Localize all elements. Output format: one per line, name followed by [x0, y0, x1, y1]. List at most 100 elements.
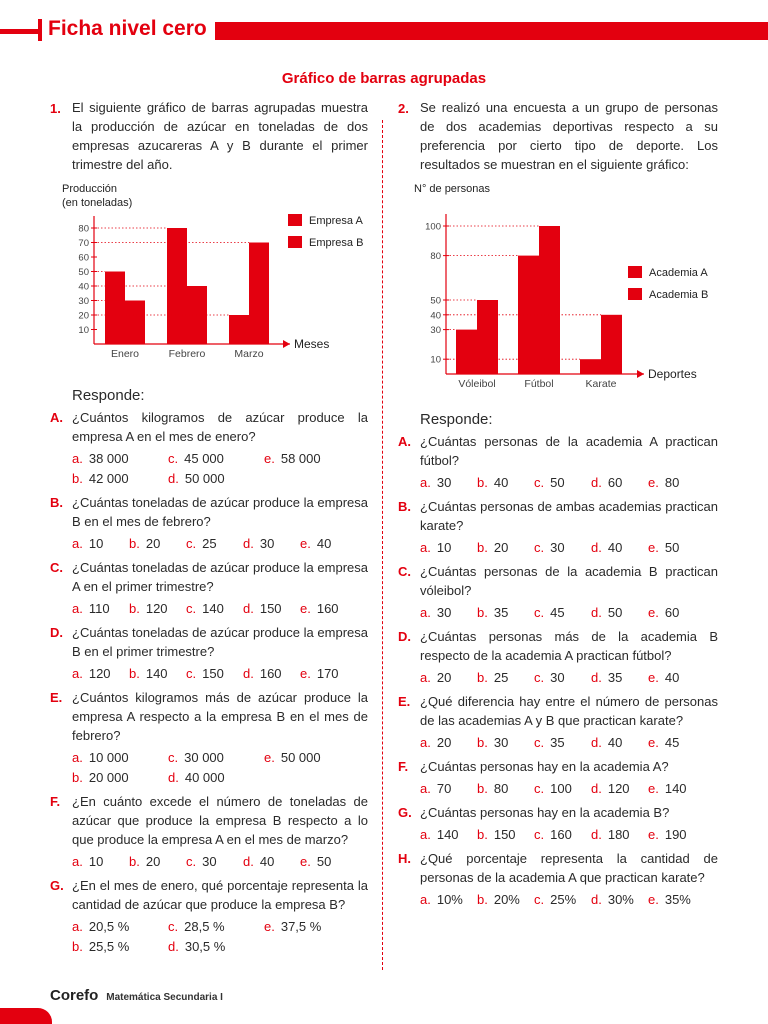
option-value: 20% — [493, 892, 520, 907]
answer-option[interactable]: b. 140 — [129, 664, 186, 684]
item-question: ¿Cuántas personas de la academia B pract… — [420, 564, 718, 598]
answer-option[interactable]: d. 50 000 — [168, 469, 264, 489]
option-letter: a. — [72, 750, 83, 765]
answer-option[interactable]: c. 150 — [186, 664, 243, 684]
answer-option[interactable]: c. 160 — [534, 825, 591, 845]
answer-option[interactable]: e. 140 — [648, 779, 705, 799]
answer-option[interactable]: e. 45 — [648, 733, 705, 753]
answer-option[interactable]: c. 30 — [534, 668, 591, 688]
answer-option[interactable]: e. 35% — [648, 890, 705, 910]
answer-option[interactable]: a. 110 — [72, 599, 129, 619]
option-value: 60 — [607, 475, 623, 490]
bar-b — [249, 242, 269, 344]
option-value: 30 — [259, 536, 275, 551]
answer-option[interactable]: a. 70 — [420, 779, 477, 799]
answer-option[interactable]: e. 50 — [648, 538, 705, 558]
answer-option[interactable]: c. 45 — [534, 603, 591, 623]
answer-option[interactable]: d. 160 — [243, 664, 300, 684]
answer-option[interactable]: e. 160 — [300, 599, 357, 619]
answer-option[interactable]: a. 10 — [72, 534, 129, 554]
option-value: 40 — [664, 670, 680, 685]
answer-option[interactable]: d. 40 — [591, 733, 648, 753]
header-red-block — [204, 22, 768, 40]
answer-option[interactable]: d. 180 — [591, 825, 648, 845]
answer-option[interactable]: b. 35 — [477, 603, 534, 623]
option-value: 45 000 — [184, 451, 224, 466]
answer-option[interactable]: d. 40 000 — [168, 768, 264, 788]
answer-option[interactable]: e. 58 000 — [264, 449, 360, 469]
answer-option[interactable]: b. 42 000 — [72, 469, 168, 489]
answer-option[interactable]: a. 10 000 — [72, 748, 168, 768]
answer-option[interactable]: d. 40 — [243, 852, 300, 872]
answer-option[interactable]: e. 190 — [648, 825, 705, 845]
answer-option[interactable]: c. 45 000 — [168, 449, 264, 469]
answer-option[interactable]: d. 35 — [591, 668, 648, 688]
answer-option[interactable]: c. 30 — [186, 852, 243, 872]
answer-option[interactable]: b. 150 — [477, 825, 534, 845]
item-letter: F. — [50, 794, 61, 809]
answer-option[interactable]: a. 120 — [72, 664, 129, 684]
answer-option[interactable]: e. 40 — [648, 668, 705, 688]
answer-option[interactable]: b. 20 000 — [72, 768, 168, 788]
item-options: a. 20 b. 30 c. 35 d. 40 e. 45 — [420, 733, 718, 753]
option-letter: a. — [420, 827, 431, 842]
bar-a — [580, 359, 601, 374]
option-letter: d. — [591, 475, 602, 490]
answer-option[interactable]: e. 80 — [648, 473, 705, 493]
answer-option[interactable]: b. 20 — [129, 534, 186, 554]
answer-option[interactable]: c. 30 000 — [168, 748, 264, 768]
answer-option[interactable]: c. 30 — [534, 538, 591, 558]
answer-option[interactable]: b. 30 — [477, 733, 534, 753]
option-value: 45 — [550, 605, 565, 620]
answer-option[interactable]: d. 30,5 % — [168, 937, 264, 957]
answer-option[interactable]: c. 25% — [534, 890, 591, 910]
answer-option[interactable]: a. 38 000 — [72, 449, 168, 469]
answer-option[interactable]: c. 25 — [186, 534, 243, 554]
legend-entry: Academia A — [649, 267, 708, 279]
answer-option[interactable]: b. 25 — [477, 668, 534, 688]
answer-option[interactable]: d. 60 — [591, 473, 648, 493]
answer-option[interactable]: d. 30% — [591, 890, 648, 910]
answer-option[interactable]: d. 50 — [591, 603, 648, 623]
answer-option[interactable]: a. 30 — [420, 473, 477, 493]
answer-option[interactable]: e. 170 — [300, 664, 357, 684]
answer-option[interactable]: a. 140 — [420, 825, 477, 845]
q1-item: D. ¿Cuántas toneladas de azúcar produce l… — [50, 623, 368, 684]
answer-option[interactable]: a. 10 — [72, 852, 129, 872]
answer-option[interactable]: c. 50 — [534, 473, 591, 493]
answer-option[interactable]: b. 20 — [129, 852, 186, 872]
answer-option[interactable]: d. 40 — [591, 538, 648, 558]
q1-item: G. ¿En el mes de enero, qué porcentaje re… — [50, 876, 368, 957]
answer-option[interactable]: d. 30 — [243, 534, 300, 554]
answer-option[interactable]: b. 20% — [477, 890, 534, 910]
answer-option[interactable]: d. 120 — [591, 779, 648, 799]
answer-option[interactable]: e. 50 000 — [264, 748, 360, 768]
answer-option[interactable]: a. 20 — [420, 733, 477, 753]
answer-option[interactable]: c. 28,5 % — [168, 917, 264, 937]
answer-option[interactable]: c. 100 — [534, 779, 591, 799]
bar-a — [518, 255, 539, 374]
answer-option[interactable]: a. 10% — [420, 890, 477, 910]
answer-option[interactable]: a. 20,5 % — [72, 917, 168, 937]
answer-option[interactable]: d. 150 — [243, 599, 300, 619]
answer-option[interactable]: c. 140 — [186, 599, 243, 619]
answer-option[interactable]: b. 120 — [129, 599, 186, 619]
answer-option[interactable]: e. 40 — [300, 534, 357, 554]
option-letter: a. — [420, 735, 431, 750]
answer-option[interactable]: b. 25,5 % — [72, 937, 168, 957]
option-value: 40 000 — [184, 770, 225, 785]
answer-option[interactable]: e. 60 — [648, 603, 705, 623]
y-axis-label: (en toneladas) — [62, 197, 132, 209]
answer-option[interactable]: b. 40 — [477, 473, 534, 493]
answer-option[interactable]: e. 50 — [300, 852, 357, 872]
option-letter: b. — [477, 827, 488, 842]
answer-option[interactable]: b. 20 — [477, 538, 534, 558]
answer-option[interactable]: b. 80 — [477, 779, 534, 799]
answer-option[interactable]: c. 35 — [534, 733, 591, 753]
y-tick-label: 60 — [78, 253, 89, 264]
answer-option[interactable]: a. 30 — [420, 603, 477, 623]
answer-option[interactable]: a. 20 — [420, 668, 477, 688]
item-options: a. 20,5 % c. 28,5 % e. 37,5 % b. 25,5 % d. 30,5 % — [72, 917, 368, 957]
answer-option[interactable]: a. 10 — [420, 538, 477, 558]
answer-option[interactable]: e. 37,5 % — [264, 917, 360, 937]
